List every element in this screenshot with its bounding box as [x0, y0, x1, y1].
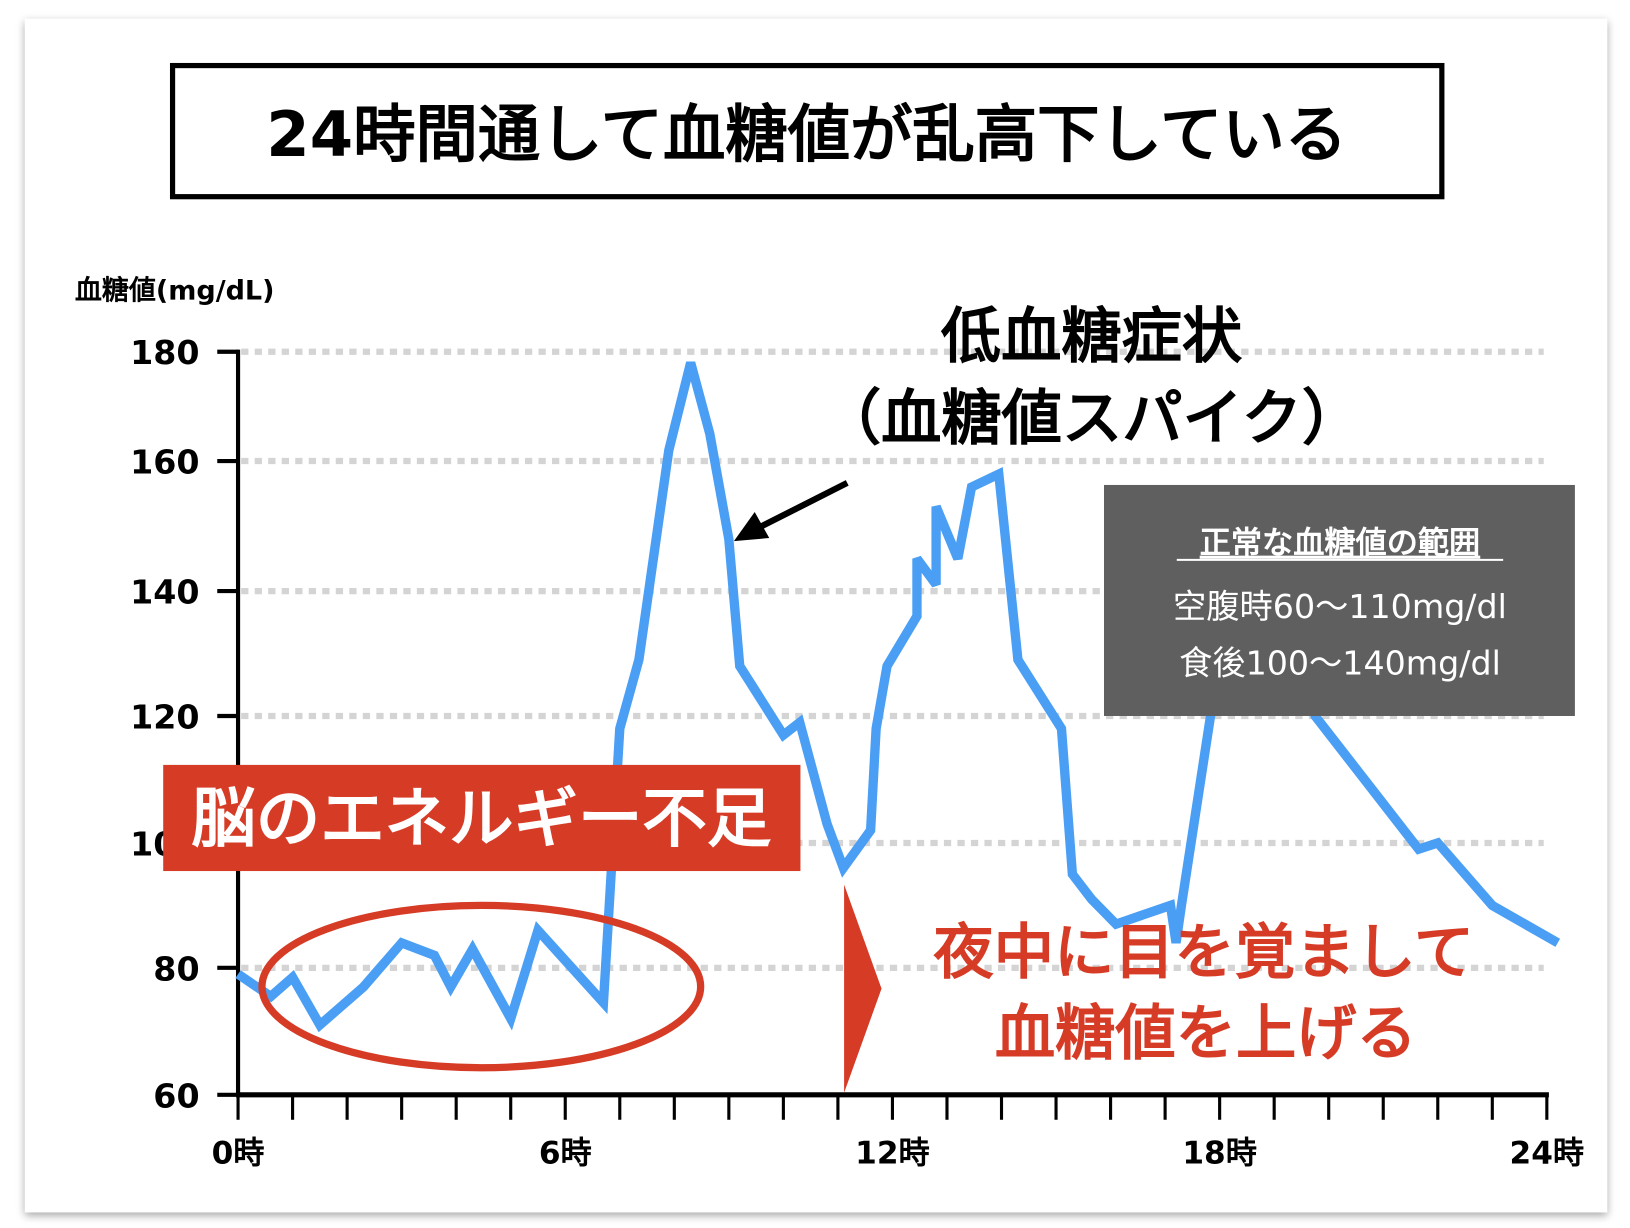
x-tick-label-6: 6時: [539, 1135, 592, 1171]
x-axis-ticks: 0時 6時 12時 18時 24時: [212, 1094, 1585, 1171]
normal-range-box: [1103, 484, 1575, 716]
y-tick-label-140: 140: [130, 573, 199, 612]
y-axis-label: 血糖値(mg/dL): [75, 275, 275, 307]
night-pointer-triangle: [844, 884, 882, 1093]
chart-title: 24時間通して血糖値が乱高下している: [266, 98, 1347, 171]
title-box: [169, 62, 1445, 200]
y-tick-label-80: 80: [153, 949, 199, 988]
night-label-line-1: 夜中に目を覚まして: [932, 918, 1474, 988]
energy-label: 脳のエネルギー不足: [191, 782, 771, 857]
x-tick-label-12: 12時: [855, 1135, 930, 1171]
arrow-icon: [733, 480, 849, 542]
spike-label-line-2: （血糖値スパイク）: [821, 384, 1362, 454]
night-label-line-2: 血糖値を上げる: [995, 999, 1417, 1069]
x-tick-label-18: 18時: [1182, 1135, 1257, 1171]
y-tick-label-180: 180: [130, 333, 199, 372]
y-tick-label-60: 60: [153, 1076, 199, 1115]
x-tick-label-24: 24時: [1510, 1135, 1585, 1171]
normal-range-title: 正常な血糖値の範囲: [1200, 526, 1481, 562]
normal-range-fasting: 空腹時60〜110mg/dl: [1173, 587, 1507, 626]
y-tick-label-120: 120: [130, 697, 199, 736]
y-tick-label-160: 160: [130, 442, 199, 481]
energy-label-box: [163, 764, 801, 872]
series-line-blood-sugar: [235, 361, 1561, 1033]
normal-range-after-meal: 食後100〜140mg/dl: [1179, 643, 1501, 682]
low-region-ellipse: [258, 901, 705, 1072]
x-tick-label-0: 0時: [212, 1135, 265, 1171]
spike-label-line-1: 低血糖症状: [941, 302, 1243, 372]
